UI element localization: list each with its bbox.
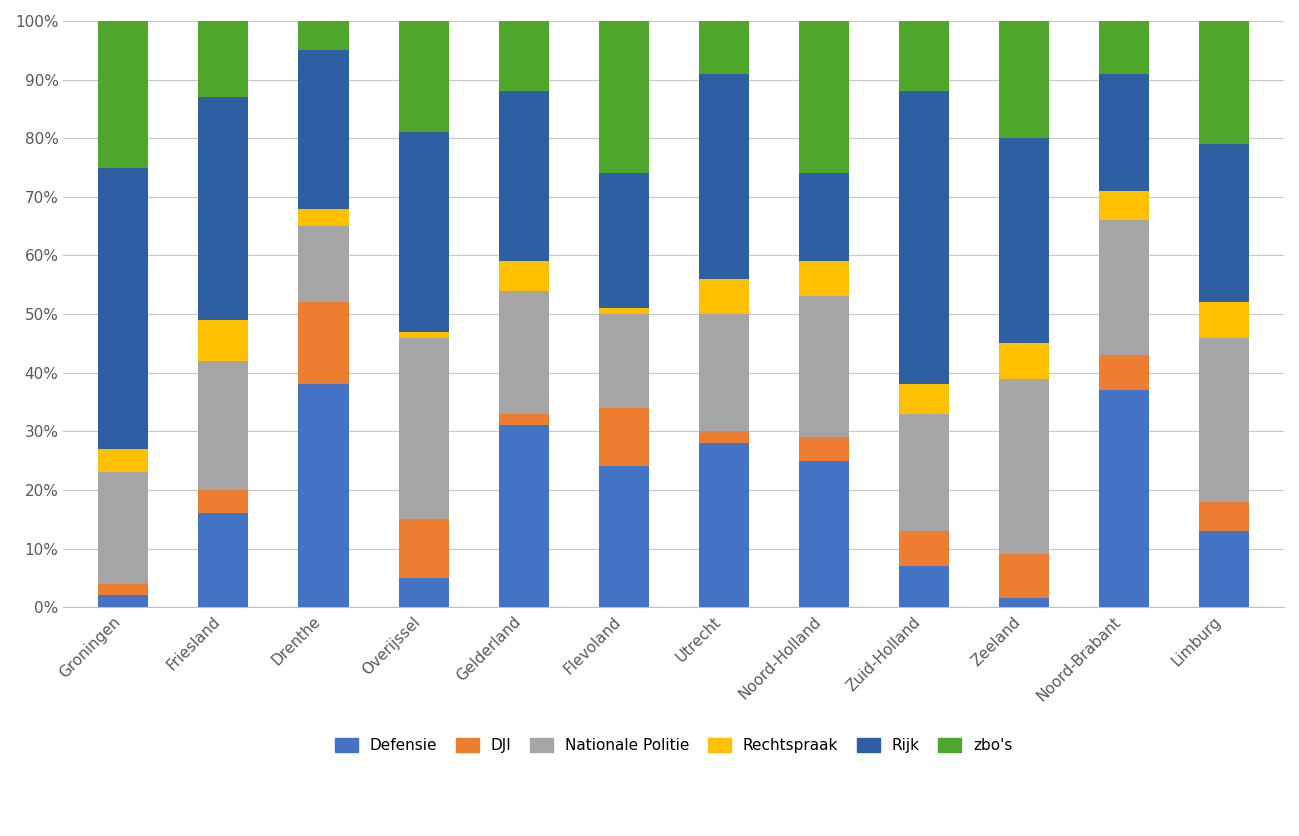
Bar — [799, 297, 848, 437]
Bar — [599, 314, 648, 408]
Bar — [1199, 21, 1248, 144]
Bar — [799, 437, 848, 461]
Bar — [1099, 191, 1148, 221]
Bar — [199, 490, 248, 513]
Bar — [999, 379, 1048, 554]
Bar — [199, 320, 248, 361]
Bar — [699, 314, 748, 431]
Bar — [399, 338, 448, 519]
Bar — [599, 408, 648, 466]
Bar — [699, 21, 748, 74]
Bar — [499, 291, 548, 414]
Bar — [299, 227, 348, 303]
Bar — [299, 208, 348, 227]
Bar — [799, 461, 848, 607]
Bar — [999, 599, 1048, 607]
Bar — [199, 21, 248, 97]
Bar — [799, 21, 848, 173]
Bar — [499, 91, 548, 262]
Bar — [499, 21, 548, 91]
Bar — [1199, 531, 1248, 607]
Bar — [1099, 390, 1148, 607]
Bar — [1199, 144, 1248, 303]
Bar — [399, 332, 448, 338]
Bar — [699, 74, 748, 279]
Bar — [299, 385, 348, 607]
Bar — [899, 414, 948, 531]
Legend: Defensie, DJI, Nationale Politie, Rechtspraak, Rijk, zbo's: Defensie, DJI, Nationale Politie, Rechts… — [329, 732, 1018, 759]
Bar — [1099, 221, 1148, 355]
Bar — [1199, 303, 1248, 338]
Bar — [599, 173, 648, 308]
Bar — [1099, 74, 1148, 191]
Bar — [999, 21, 1048, 138]
Bar — [699, 431, 748, 443]
Bar — [1199, 338, 1248, 502]
Bar — [399, 21, 448, 132]
Bar — [799, 262, 848, 297]
Bar — [299, 50, 348, 208]
Bar — [899, 566, 948, 607]
Bar — [399, 132, 448, 332]
Bar — [999, 554, 1048, 599]
Bar — [299, 21, 348, 50]
Bar — [99, 21, 148, 167]
Bar — [899, 531, 948, 566]
Bar — [599, 308, 648, 314]
Bar — [299, 303, 348, 385]
Bar — [99, 472, 148, 584]
Bar — [399, 578, 448, 607]
Bar — [599, 466, 648, 607]
Bar — [599, 21, 648, 173]
Bar — [499, 426, 548, 607]
Bar — [899, 385, 948, 414]
Bar — [699, 279, 748, 314]
Bar — [99, 595, 148, 607]
Bar — [899, 91, 948, 385]
Bar — [199, 97, 248, 320]
Bar — [99, 584, 148, 595]
Bar — [1099, 21, 1148, 74]
Bar — [999, 344, 1048, 379]
Bar — [1099, 355, 1148, 390]
Bar — [799, 173, 848, 262]
Bar — [499, 414, 548, 426]
Bar — [99, 167, 148, 449]
Bar — [399, 519, 448, 578]
Bar — [899, 21, 948, 91]
Bar — [499, 262, 548, 291]
Bar — [1199, 502, 1248, 531]
Bar — [199, 513, 248, 607]
Bar — [99, 449, 148, 472]
Bar — [699, 443, 748, 607]
Bar — [199, 361, 248, 490]
Bar — [999, 138, 1048, 344]
